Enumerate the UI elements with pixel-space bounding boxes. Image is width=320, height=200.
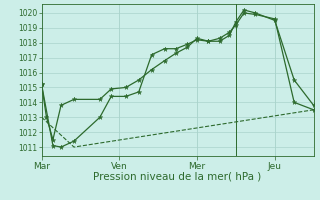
X-axis label: Pression niveau de la mer( hPa ): Pression niveau de la mer( hPa ) [93,172,262,182]
